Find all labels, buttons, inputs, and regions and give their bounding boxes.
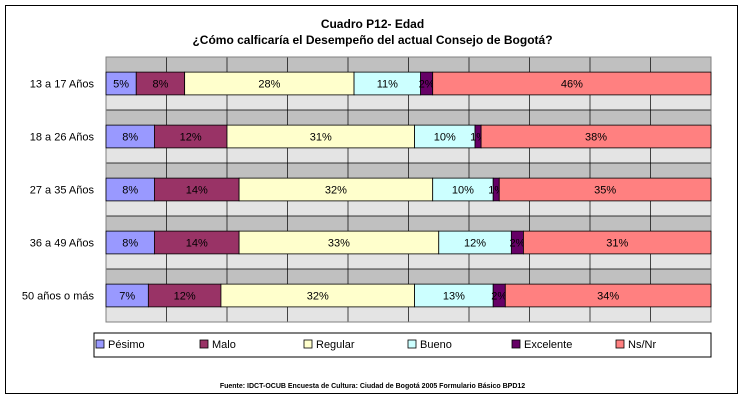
- bar-segment: [432, 71, 712, 96]
- bar-segment: [480, 124, 712, 149]
- data-label: 38%: [585, 132, 607, 144]
- legend-label: Bueno: [420, 339, 452, 351]
- data-label: 10%: [434, 132, 456, 144]
- category-label: 27 a 35 Años: [30, 185, 95, 197]
- data-label: 2%: [509, 238, 525, 250]
- data-label: 12%: [174, 291, 196, 303]
- legend-swatch: [199, 339, 209, 349]
- category-label: 50 años o más: [22, 291, 95, 303]
- legend-swatch: [511, 339, 521, 349]
- data-label: 8%: [122, 185, 138, 197]
- data-label: 8%: [152, 79, 168, 91]
- data-label: 31%: [310, 132, 332, 144]
- chart-title: Cuadro P12- Edad: [320, 17, 425, 31]
- bar-segment: [504, 283, 712, 308]
- data-label: 31%: [606, 238, 628, 250]
- data-label: 12%: [464, 238, 486, 250]
- data-label: 13%: [443, 291, 465, 303]
- data-label: 14%: [186, 238, 208, 250]
- legend-box: [93, 332, 712, 358]
- legend-label: Regular: [316, 339, 355, 351]
- category-label: 18 a 26 Años: [30, 132, 95, 144]
- data-label: 14%: [186, 185, 208, 197]
- data-label: 35%: [594, 185, 616, 197]
- legend-label: Malo: [212, 339, 236, 351]
- legend-swatch: [95, 339, 105, 349]
- legend-swatch: [615, 339, 625, 349]
- data-label: 10%: [452, 185, 474, 197]
- category-label: 13 a 17 Años: [30, 79, 95, 91]
- legend-label: Pésimo: [108, 339, 145, 351]
- bar-segment: [498, 177, 712, 202]
- data-label: 7%: [119, 291, 135, 303]
- legend-swatch: [407, 339, 417, 349]
- legend-label: Excelente: [524, 339, 572, 351]
- data-label: 32%: [325, 185, 347, 197]
- bar-segment: [523, 230, 712, 255]
- data-label: 8%: [122, 238, 138, 250]
- source-footer: Fuente: IDCT-OCUB Encuesta de Cultura: C…: [219, 383, 526, 390]
- data-label: 34%: [597, 291, 619, 303]
- legend-label: Ns/Nr: [628, 339, 656, 351]
- data-label: 11%: [377, 79, 398, 91]
- data-label: 8%: [122, 132, 138, 144]
- data-label: 33%: [328, 238, 350, 250]
- data-label: 28%: [258, 79, 280, 91]
- data-label: 46%: [561, 79, 583, 91]
- data-label: 2%: [419, 79, 435, 91]
- data-label: 5%: [113, 79, 129, 91]
- data-label: 2%: [491, 291, 507, 303]
- data-label: 12%: [180, 132, 202, 144]
- category-label: 36 a 49 Años: [30, 238, 95, 250]
- legend-swatch: [303, 339, 313, 349]
- data-label: 32%: [307, 291, 329, 303]
- chart-subtitle: ¿Cómo calficaría el Desempeño del actual…: [192, 33, 553, 47]
